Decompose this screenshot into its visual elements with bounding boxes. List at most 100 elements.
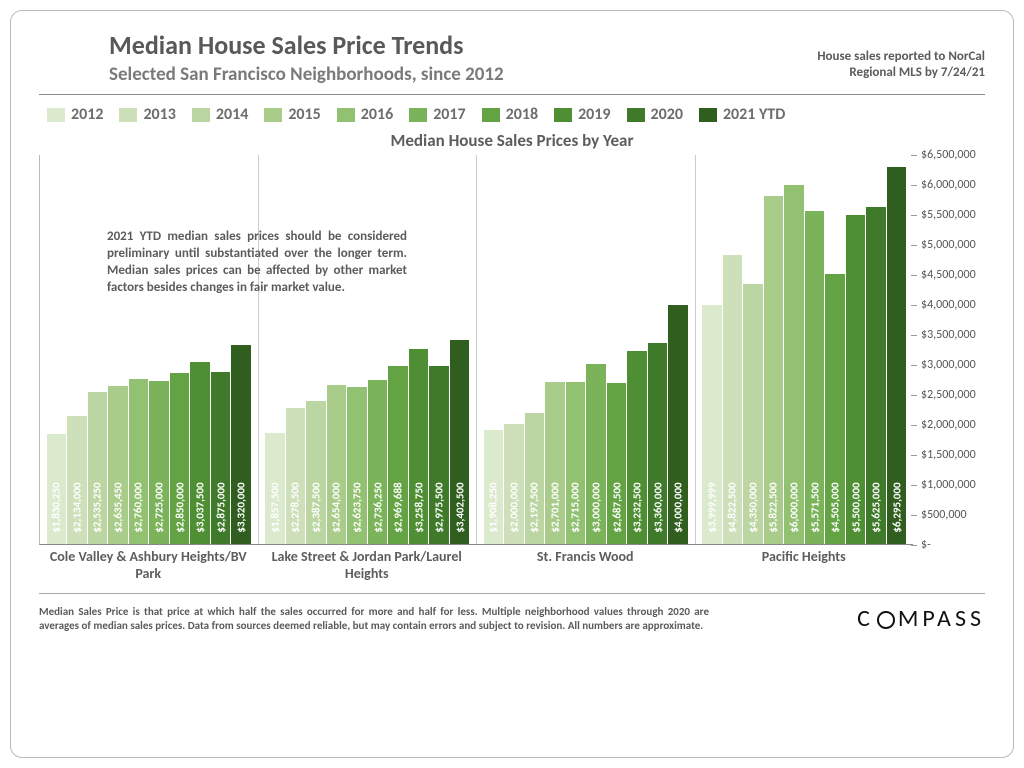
bar: $2,635,450 xyxy=(108,386,128,544)
bar-value-label: $2,875,000 xyxy=(214,482,227,532)
bar-value-label: $3,232,500 xyxy=(631,482,644,532)
bar-value-label: $5,571,500 xyxy=(808,482,821,532)
y-tick xyxy=(911,425,917,426)
bar-value-label: $3,320,000 xyxy=(235,482,248,532)
bar: $2,725,000 xyxy=(149,381,169,544)
y-tick-label: $1,500,000 xyxy=(921,448,976,462)
legend-swatch xyxy=(264,108,282,122)
bar: $5,625,000 xyxy=(866,207,886,544)
y-tick xyxy=(911,185,917,186)
bar: $2,197,500 xyxy=(525,413,545,545)
y-tick xyxy=(911,395,917,396)
legend-swatch xyxy=(627,108,645,122)
y-tick xyxy=(911,515,917,516)
bar: $3,232,500 xyxy=(627,351,647,544)
bar-value-label: $2,760,000 xyxy=(132,482,145,532)
legend-label: 2013 xyxy=(143,105,175,124)
legend-item: 2013 xyxy=(119,105,175,124)
bar: $2,736,250 xyxy=(368,380,388,544)
bar-value-label: $2,635,450 xyxy=(111,482,124,532)
bar: $2,975,500 xyxy=(429,366,449,544)
bar-value-label: $2,387,500 xyxy=(309,482,322,532)
bar: $3,402,500 xyxy=(450,340,470,544)
legend-label: 2016 xyxy=(361,105,393,124)
bar-group: $1,857,500$2,278,500$2,387,500$2,654,000… xyxy=(259,155,478,544)
legend-label: 2012 xyxy=(71,105,103,124)
title-block: Median House Sales Price Trends Selected… xyxy=(39,29,504,86)
y-tick xyxy=(911,455,917,456)
bar: $3,320,000 xyxy=(231,345,251,544)
y-tick-label: $500,000 xyxy=(921,508,967,522)
y-tick xyxy=(911,305,917,306)
bar-value-label: $3,037,500 xyxy=(194,482,207,532)
preliminary-note: 2021 YTD median sales prices should be c… xyxy=(107,229,407,297)
bar-group: $3,999,999$4,822,500$4,350,000$5,822,500… xyxy=(696,155,914,544)
bar: $6,295,000 xyxy=(887,167,907,544)
bars: $1,908,250$2,000,000 $2,197,500$2,701,000… xyxy=(483,155,689,544)
bar-value-label: $2,654,000 xyxy=(330,482,343,532)
legend-label: 2018 xyxy=(506,105,538,124)
bar: $1,908,250 xyxy=(484,430,504,544)
bar-value-label: $2,975,500 xyxy=(433,482,446,532)
bar: $2,535,250 xyxy=(88,392,108,544)
bar-value-label: $2,736,250 xyxy=(371,482,384,532)
y-tick-label: $4,000,000 xyxy=(921,298,976,312)
x-axis-label: St. Francis Wood xyxy=(476,545,695,587)
bar: $4,822,500 xyxy=(723,255,743,544)
bar-value-label: $2,623,750 xyxy=(350,482,363,532)
bars: $3,999,999$4,822,500$4,350,000$5,822,500… xyxy=(702,155,908,544)
bar: $3,037,500 xyxy=(190,362,210,544)
logo-post: MPASS xyxy=(898,604,985,633)
bar: $3,360,000 xyxy=(648,343,668,544)
bar-value-label: $4,505,000 xyxy=(829,482,842,532)
bar-value-label: $2,535,250 xyxy=(91,482,104,532)
subtitle: Selected San Francisco Neighborhoods, si… xyxy=(109,63,504,86)
logo-pre: C xyxy=(857,604,874,633)
bar-value-label: $4,000,000 xyxy=(672,482,685,532)
y-tick-label: $3,500,000 xyxy=(921,328,976,342)
legend-label: 2017 xyxy=(433,105,465,124)
legend-swatch xyxy=(554,108,572,122)
legend-item: 2021 YTD xyxy=(699,105,785,124)
legend-swatch xyxy=(192,108,210,122)
plot-area: $1,830,250$2,134,000$2,535,250$2,635,450… xyxy=(39,155,913,545)
bar: $5,500,000 xyxy=(846,215,866,544)
bar-groups: $1,830,250$2,134,000$2,535,250$2,635,450… xyxy=(40,155,913,544)
bar-value-label: $2,687,500 xyxy=(610,482,623,532)
bar: $2,701,000 xyxy=(545,382,565,544)
legend-item: 2015 xyxy=(264,105,320,124)
bar-value-label: $2,725,000 xyxy=(153,482,166,532)
y-tick-label: $2,000,000 xyxy=(921,418,976,432)
bar-value-label: $5,822,500 xyxy=(767,482,780,532)
compass-logo: C MPASS xyxy=(857,604,985,633)
bar: $2,715,000 xyxy=(566,382,586,544)
bar-value-label: $2,701,000 xyxy=(548,482,561,532)
x-axis-label: Cole Valley & Ashbury Heights/BV Park xyxy=(39,545,258,587)
bar-group: $1,908,250$2,000,000 $2,197,500$2,701,000… xyxy=(477,155,696,544)
source-line-1: House sales reported to NorCal xyxy=(817,49,985,65)
bar-value-label: $2,969,688 xyxy=(392,482,405,532)
y-tick xyxy=(911,485,917,486)
y-tick-label: $6,500,000 xyxy=(921,148,976,162)
bar: $4,350,000 xyxy=(743,284,763,544)
bar-value-label: $3,000,000 xyxy=(590,482,603,532)
logo-ring-icon xyxy=(877,611,895,629)
legend-item: 2020 xyxy=(627,105,683,124)
chart: $1,830,250$2,134,000$2,535,250$2,635,450… xyxy=(39,155,985,587)
bar-value-label: $2,278,500 xyxy=(289,482,302,532)
legend-swatch xyxy=(699,108,717,122)
legend-swatch xyxy=(482,108,500,122)
y-axis: $-$500,000$1,000,000$1,500,000$2,000,000… xyxy=(913,155,985,545)
legend-label: 2020 xyxy=(651,105,683,124)
y-tick-label: $2,500,000 xyxy=(921,388,976,402)
bar: $4,000,000 xyxy=(668,305,688,544)
y-tick-label: $- xyxy=(921,538,931,552)
divider xyxy=(39,94,985,95)
bar-value-label: $2,000,000 xyxy=(507,482,520,532)
legend-swatch xyxy=(47,108,65,122)
bar: $2,134,000 xyxy=(67,416,87,544)
y-tick-label: $1,000,000 xyxy=(921,478,976,492)
bar: $3,000,000 xyxy=(586,364,606,544)
legend-item: 2014 xyxy=(192,105,248,124)
x-axis-labels: Cole Valley & Ashbury Heights/BV ParkLak… xyxy=(39,545,913,587)
